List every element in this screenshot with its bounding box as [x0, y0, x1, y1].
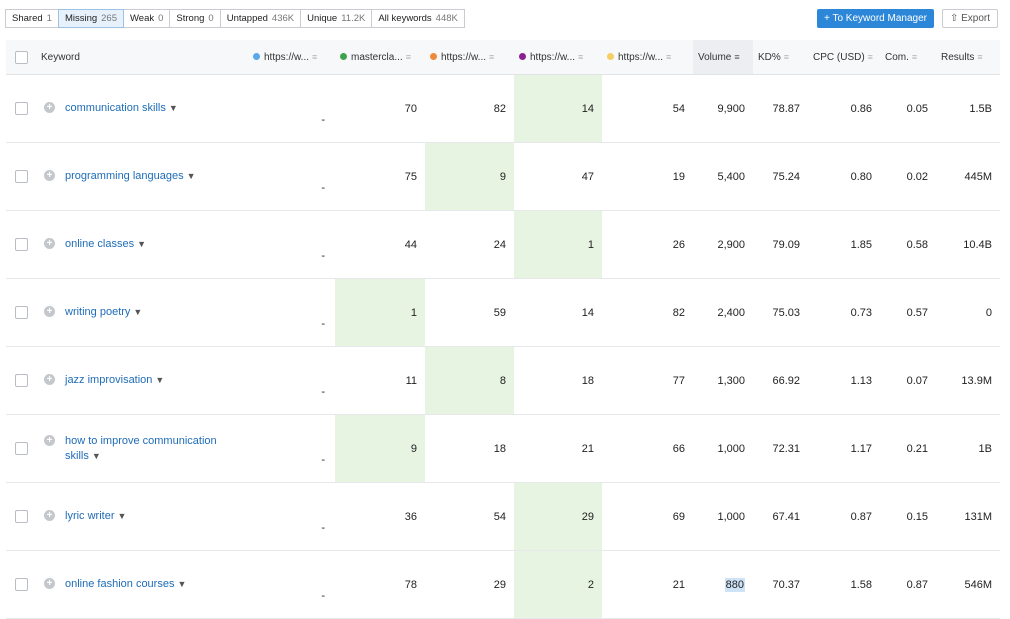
- table-row: + lyric writer ▼ - 36 54 29 69 1,000 67.41…: [6, 482, 1000, 551]
- keyword-link[interactable]: lyric writer ▼: [65, 510, 127, 522]
- table-row: + online classes ▼ - 44 24 1 26 2,900 79.0…: [6, 210, 1000, 279]
- domain-2-dot: [340, 53, 347, 61]
- keyword-link[interactable]: programming languages ▼: [65, 170, 196, 182]
- row-checkbox[interactable]: [14, 238, 28, 251]
- row-checkbox[interactable]: [14, 578, 28, 591]
- keyword-table: Keyword https://w... ≡ mastercla... ≡ http…: [6, 40, 1000, 619]
- export-button[interactable]: ⇧ Export: [942, 9, 998, 28]
- col-keyword[interactable]: Keyword: [36, 40, 248, 75]
- sort-icon[interactable]: ≡: [405, 51, 411, 62]
- filter-tabs: Shared 1 Missing 265 Weak 0 Strong 0 Untappe…: [5, 9, 465, 28]
- col-domain-4[interactable]: https://w... ≡: [514, 40, 602, 75]
- sort-icon[interactable]: ≡: [911, 51, 918, 62]
- table-header: Keyword https://w... ≡ mastercla... ≡ http…: [6, 40, 1000, 75]
- add-keyword-icon[interactable]: +: [44, 374, 55, 385]
- add-keyword-icon[interactable]: +: [44, 102, 55, 113]
- keyword-link[interactable]: online classes ▼: [65, 238, 147, 250]
- table-row: + communication skills ▼ - 70 82 14 54 9,9…: [6, 74, 1000, 143]
- sort-desc-icon[interactable]: ≡: [734, 51, 740, 62]
- table-row: + writing poetry ▼ - 1 59 14 82 2,400 75.0…: [6, 278, 1000, 347]
- col-domain-1[interactable]: https://w... ≡: [248, 40, 335, 75]
- sort-icon[interactable]: ≡: [578, 51, 584, 62]
- filter-tab-shared[interactable]: Shared 1: [5, 9, 59, 28]
- domain-5-dot: [607, 53, 614, 61]
- row-checkbox[interactable]: [14, 170, 28, 183]
- add-keyword-icon[interactable]: +: [44, 170, 55, 181]
- sort-icon[interactable]: ≡: [489, 51, 495, 62]
- chevron-down-icon[interactable]: ▼: [117, 511, 127, 521]
- volume-selected-text: 880: [724, 577, 745, 592]
- col-domain-3[interactable]: https://w... ≡: [425, 40, 514, 75]
- table-row: + programming languages ▼ - 75 9 47 19 5,4…: [6, 142, 1000, 211]
- add-keyword-icon[interactable]: +: [44, 578, 55, 589]
- chevron-down-icon[interactable]: ▼: [137, 239, 147, 249]
- domain-3-dot: [430, 53, 437, 61]
- col-kd[interactable]: KD% ≡: [753, 40, 808, 75]
- sort-icon[interactable]: ≡: [783, 51, 790, 62]
- export-icon: ⇧: [949, 13, 962, 24]
- keyword-link[interactable]: online fashion courses ▼: [65, 578, 187, 590]
- col-cpc[interactable]: CPC (USD) ≡: [808, 40, 880, 75]
- chevron-down-icon[interactable]: ▼: [91, 450, 101, 461]
- to-keyword-manager-button[interactable]: + To Keyword Manager: [817, 9, 934, 28]
- row-checkbox[interactable]: [14, 306, 28, 319]
- toolbar: Shared 1 Missing 265 Weak 0 Strong 0 Untappe…: [0, 0, 1010, 36]
- sort-icon[interactable]: ≡: [312, 51, 318, 62]
- keyword-link[interactable]: how to improve communication skills ▼: [65, 434, 217, 462]
- row-checkbox[interactable]: [14, 442, 28, 455]
- col-volume[interactable]: Volume ≡: [693, 40, 753, 75]
- row-checkbox[interactable]: [14, 102, 28, 115]
- col-domain-2[interactable]: mastercla... ≡: [335, 40, 425, 75]
- chevron-down-icon[interactable]: ▼: [155, 375, 165, 385]
- chevron-down-icon[interactable]: ▼: [186, 171, 196, 181]
- sort-icon[interactable]: ≡: [867, 51, 873, 62]
- domain-4-dot: [519, 53, 526, 61]
- col-domain-5[interactable]: https://w... ≡: [602, 40, 693, 75]
- chevron-down-icon[interactable]: ▼: [177, 579, 187, 589]
- chevron-down-icon[interactable]: ▼: [133, 307, 143, 317]
- keyword-link[interactable]: communication skills ▼: [65, 102, 178, 114]
- table-row: + jazz improvisation ▼ - 11 8 18 77 1,300 …: [6, 346, 1000, 415]
- table-row: + online fashion courses ▼ - 78 29 2 21 88…: [6, 550, 1000, 619]
- sort-icon[interactable]: ≡: [666, 51, 672, 62]
- col-results[interactable]: Results ≡: [936, 40, 1000, 75]
- table-row: + how to improve communication skills ▼ - 9…: [6, 414, 1000, 483]
- domain-1-dot: [253, 53, 260, 61]
- filter-tab-all-keywords[interactable]: All keywords 448K: [371, 9, 465, 28]
- keyword-link[interactable]: jazz improvisation ▼: [65, 374, 165, 386]
- add-keyword-icon[interactable]: +: [44, 306, 55, 317]
- col-com[interactable]: Com. ≡: [880, 40, 936, 75]
- filter-tab-untapped[interactable]: Untapped 436K: [219, 9, 302, 28]
- add-keyword-icon[interactable]: +: [44, 238, 55, 249]
- keyword-link[interactable]: writing poetry ▼: [65, 306, 143, 318]
- filter-tab-weak[interactable]: Weak 0: [123, 9, 171, 28]
- row-checkbox[interactable]: [14, 374, 28, 387]
- filter-tab-unique[interactable]: Unique 11.2K: [300, 9, 373, 28]
- plus-icon: +: [824, 13, 833, 24]
- filter-tab-missing[interactable]: Missing 265: [57, 9, 124, 28]
- sort-icon[interactable]: ≡: [977, 51, 983, 62]
- filter-tab-strong[interactable]: Strong 0: [169, 9, 221, 28]
- row-checkbox[interactable]: [14, 510, 28, 523]
- chevron-down-icon[interactable]: ▼: [168, 103, 178, 113]
- add-keyword-icon[interactable]: +: [44, 510, 55, 521]
- add-keyword-icon[interactable]: +: [44, 434, 55, 446]
- select-all-checkbox-cell: [6, 40, 36, 75]
- select-all-checkbox[interactable]: [14, 50, 28, 64]
